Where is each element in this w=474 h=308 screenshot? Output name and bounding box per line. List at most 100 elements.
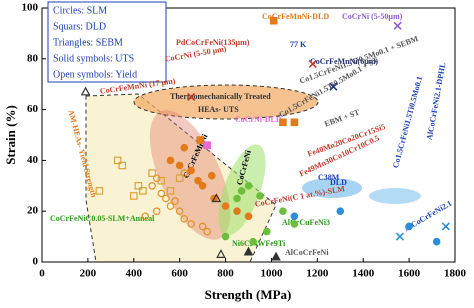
point [198,182,207,190]
point [141,212,150,221]
legend-note: Squars: DLD [53,21,106,32]
x-tick-label: 1400 [352,268,375,280]
annotation: AlCoCrFeNi [285,248,329,257]
point [175,174,184,182]
annotation: CoCrFeNiC0.05-SLM+Anneal [50,214,155,223]
point [118,161,127,170]
point [329,82,338,91]
annotation: CoCrFeMnNi-DLD [262,12,329,21]
legend-note: Circles: SLM [53,5,107,16]
blue-region [369,188,421,204]
x-tick-label: 800 [217,268,234,280]
point [221,232,230,241]
point [187,220,195,228]
point [129,192,138,200]
annotation: HEAs- UTS [198,105,239,114]
x-tick-label: 0 [39,268,45,280]
annotation: CoCrNi-DLD [235,115,282,124]
x-tick-label: 600 [171,268,188,280]
point [187,92,196,101]
point [171,197,179,205]
annotation: PdCoCrFeNi(135μm) [176,38,250,47]
point [244,212,253,221]
point [166,187,175,195]
annotation: Co1.5CrFeNi1.5Ti0.5Mo0.1 [391,75,424,169]
y-tick-label: 100 [22,2,39,14]
annotation: AlCrCuFeNi3 [282,218,330,227]
point [237,187,246,195]
point [95,187,104,195]
y-tick-label: 0 [33,256,39,268]
point [263,227,271,236]
annotation: CoCrFeMnNi(6μm) [310,57,378,66]
point [113,156,122,165]
point [152,174,161,182]
point [211,193,222,203]
legend-note: Solid symbols: UTS [53,53,134,64]
point [290,118,299,127]
point [269,16,278,25]
annotation: EBM + ST [323,107,361,128]
annotation: Ni6Cr4WFe9Ti [232,239,286,248]
point [233,194,241,203]
annotation: CoCrNi (5-50μm) [342,12,403,21]
point [187,166,195,175]
point [157,189,166,198]
point [180,143,189,152]
point [308,59,317,68]
point [80,86,91,96]
point [405,222,413,231]
point [395,232,404,241]
annotation: AlCoCrFeNi2.1-DPHL [425,62,447,141]
point [432,237,441,246]
point [279,118,287,127]
x-axis-title: Strength (MPa) [205,287,292,302]
x-tick-label: 400 [126,268,143,280]
point [290,212,299,221]
annotation: 77 K [290,40,307,49]
point [336,207,345,216]
point [175,207,184,216]
x-tick-label: 1000 [260,268,283,280]
point [244,182,253,190]
point [194,176,202,185]
cocrfemnni-region [149,110,231,240]
point [134,182,143,190]
point [166,202,175,210]
point [233,207,241,216]
point [243,246,254,256]
point [441,222,450,231]
point [148,182,156,190]
point [152,207,161,216]
point [221,202,230,210]
annotation: CoCrNi (5-50 μm) [164,44,227,64]
point [196,136,205,144]
point [166,156,175,165]
point [207,171,216,180]
point [180,215,189,223]
annotation: Thermomechanically Treated [170,92,271,101]
point [393,21,402,30]
point [203,227,212,236]
point [279,207,287,216]
x-tick-label: 1800 [444,268,467,280]
tmt-region [133,84,319,120]
point [157,176,166,185]
y-axis-title: Strain (%) [3,105,18,165]
point [290,220,299,228]
y-tick-label: 40 [27,154,39,166]
blue-region [302,178,362,198]
y-tick-label: 20 [27,205,39,217]
point [180,169,189,177]
point [175,161,184,170]
point [249,237,257,246]
annotation: C38M [318,173,340,182]
point [148,169,156,177]
legend-note: Triangles: SEBM [53,37,123,48]
legend-note: Open symbols: Yield [53,69,137,80]
point [256,192,264,200]
plot-frame [41,7,456,263]
y-tick-label: 80 [27,52,39,64]
point [139,187,147,195]
